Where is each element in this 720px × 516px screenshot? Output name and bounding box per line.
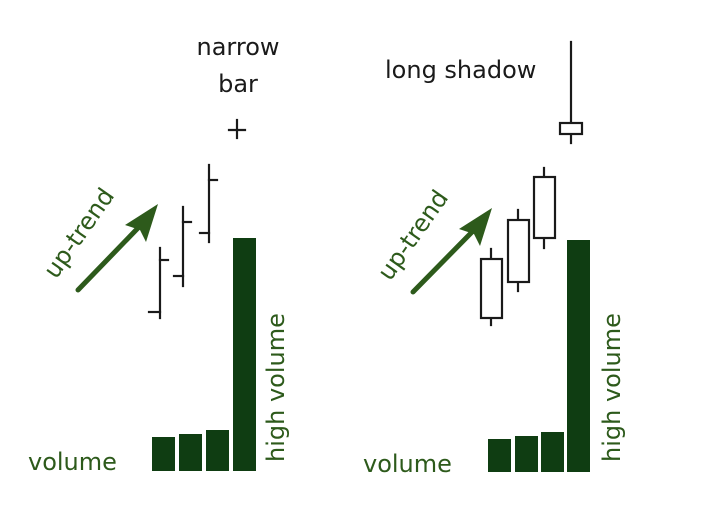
volume-label: volume (28, 448, 117, 476)
volume-bar (179, 434, 202, 471)
ohlc-bar-1 (147, 246, 170, 320)
uptrend-label: up-trend (372, 185, 454, 285)
volume-label: volume (363, 450, 452, 478)
ohlc-bar-2 (172, 205, 193, 288)
uptrend-label: up-trend (38, 183, 120, 283)
volume-bar (152, 437, 175, 471)
ohlc-bar-3 (198, 163, 219, 244)
volume-bar (541, 432, 564, 472)
volume-bar (515, 436, 538, 472)
narrow-label-line2: bar (218, 70, 258, 98)
high-volume-label: high volume (262, 313, 290, 462)
uptrend-arrow-icon (75, 204, 158, 293)
high-volume-bar (233, 238, 256, 471)
uptrend-arrow-icon (410, 208, 492, 295)
candle-3 (532, 166, 557, 250)
left-panel: narrow bar up-trend (28, 33, 290, 476)
narrow-label-line1: narrow (196, 33, 279, 61)
volume-bar (488, 439, 511, 472)
long-shadow-candle (558, 40, 584, 145)
narrow-price-bar (227, 118, 247, 140)
high-volume-bar (567, 240, 590, 472)
long-shadow-label: long shadow (385, 56, 536, 84)
high-volume-label: high volume (598, 313, 626, 462)
right-panel: long shadow up-trend high v (363, 40, 626, 478)
volume-bar (206, 430, 229, 471)
candle-2 (506, 208, 531, 293)
candle-1 (479, 247, 504, 327)
